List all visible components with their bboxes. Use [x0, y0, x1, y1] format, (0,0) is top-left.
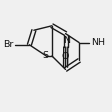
Text: NH: NH	[91, 38, 105, 47]
Text: S: S	[42, 51, 48, 60]
Text: O: O	[61, 52, 69, 60]
Text: Br: Br	[3, 40, 13, 49]
Text: N: N	[63, 36, 70, 45]
